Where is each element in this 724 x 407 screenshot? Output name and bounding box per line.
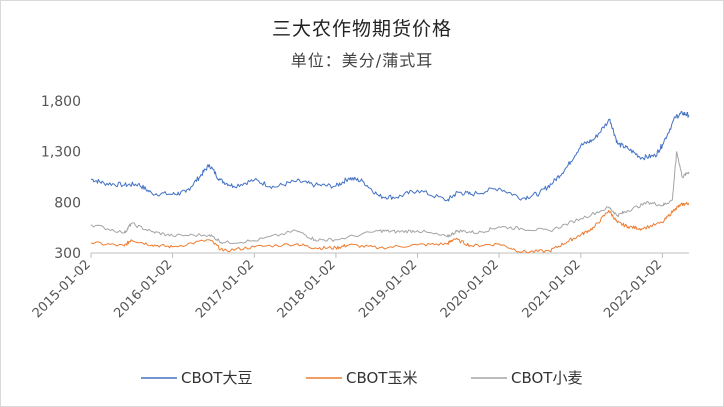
x-tick-label: 2021-01-02 xyxy=(520,257,584,321)
x-tick-label: 2016-01-02 xyxy=(111,257,175,321)
y-tick-label: 1,800 xyxy=(41,94,81,110)
chart-title: 三大农作物期货价格 xyxy=(271,18,452,40)
x-tick-label: 2018-01-02 xyxy=(275,257,339,321)
series-line xyxy=(90,201,690,254)
x-tick-label: 2019-01-02 xyxy=(356,257,420,321)
legend-label: CBOT小麦 xyxy=(511,369,582,387)
y-tick-label: 1,300 xyxy=(41,145,81,161)
x-tick-label: 2017-01-02 xyxy=(193,257,257,321)
series-line xyxy=(90,110,690,202)
x-tick-label: 2022-01-02 xyxy=(601,257,665,321)
legend-label: CBOT大豆 xyxy=(181,369,252,387)
series-line xyxy=(90,151,690,245)
x-tick-label: 2020-01-02 xyxy=(438,257,502,321)
y-tick-label: 800 xyxy=(54,195,81,211)
chart-subtitle: 单位：美分/蒲式耳 xyxy=(290,51,434,70)
legend-label: CBOT玉米 xyxy=(346,369,417,387)
x-tick-label: 2015-01-02 xyxy=(30,257,94,321)
y-tick-label: 300 xyxy=(54,246,81,262)
